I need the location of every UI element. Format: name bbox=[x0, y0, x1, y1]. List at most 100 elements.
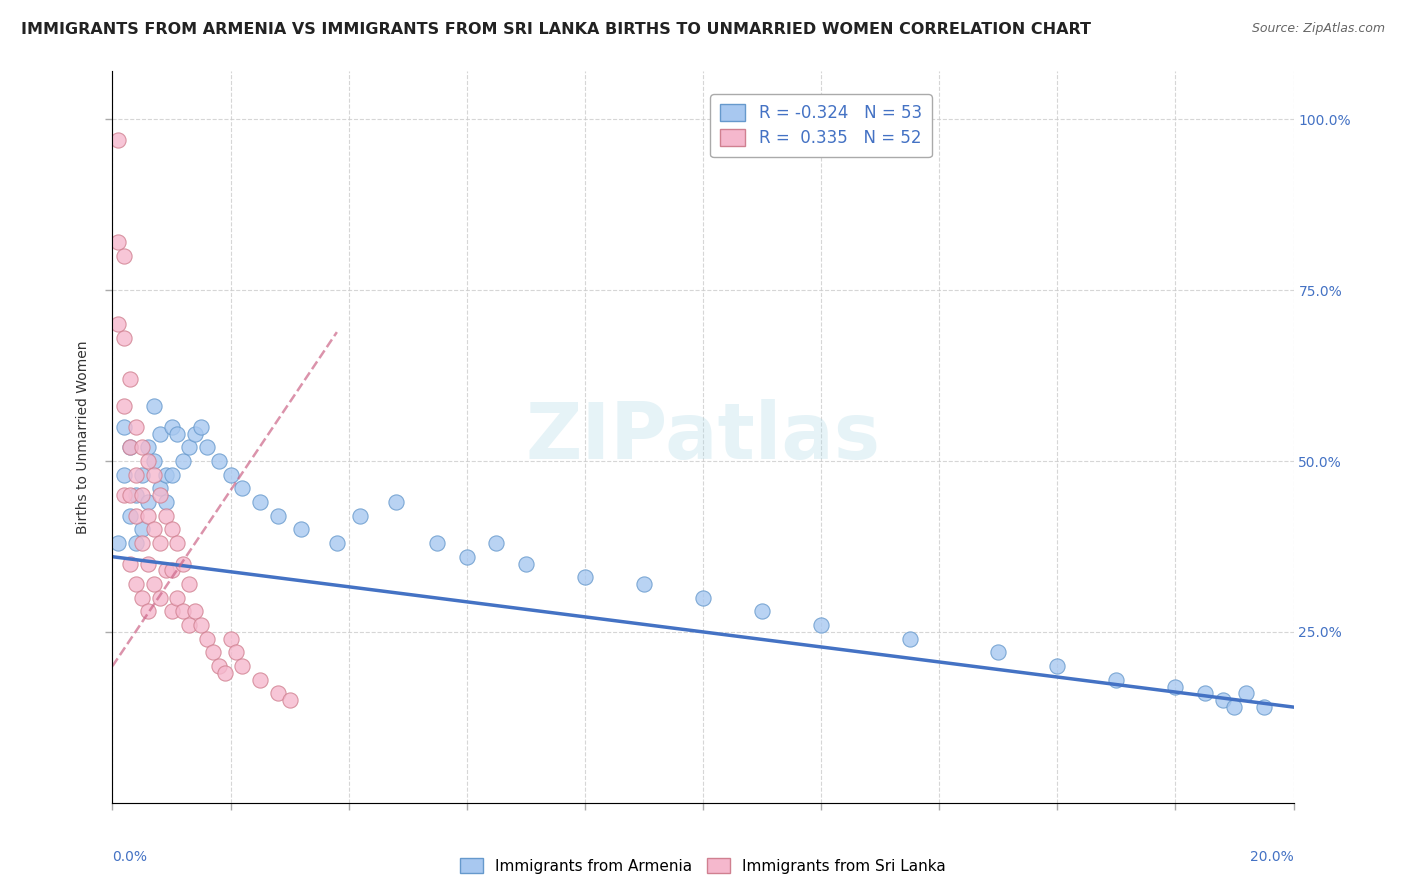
Point bbox=[692, 591, 714, 605]
Point bbox=[160, 467, 183, 482]
Point bbox=[231, 481, 253, 495]
Point bbox=[231, 659, 253, 673]
Point bbox=[219, 467, 242, 482]
Point bbox=[179, 618, 201, 632]
Point bbox=[190, 420, 212, 434]
Point bbox=[112, 331, 135, 345]
Point bbox=[201, 645, 224, 659]
Point bbox=[120, 440, 142, 454]
Point bbox=[142, 454, 165, 468]
Point bbox=[290, 522, 312, 536]
Point bbox=[155, 563, 177, 577]
Point bbox=[149, 426, 172, 441]
Point bbox=[987, 645, 1010, 659]
Point bbox=[149, 488, 172, 502]
Point bbox=[179, 577, 201, 591]
Point bbox=[166, 426, 188, 441]
Point bbox=[131, 591, 153, 605]
Point bbox=[112, 488, 135, 502]
Point bbox=[267, 508, 290, 523]
Point bbox=[574, 570, 596, 584]
Point bbox=[1212, 693, 1234, 707]
Point bbox=[160, 563, 183, 577]
Point bbox=[278, 693, 301, 707]
Point bbox=[131, 467, 153, 482]
Point bbox=[485, 536, 508, 550]
Point bbox=[172, 557, 194, 571]
Text: ZIPatlas: ZIPatlas bbox=[526, 399, 880, 475]
Point bbox=[125, 536, 148, 550]
Point bbox=[155, 467, 177, 482]
Point bbox=[131, 440, 153, 454]
Point bbox=[136, 440, 159, 454]
Point bbox=[131, 536, 153, 550]
Point bbox=[131, 522, 153, 536]
Point bbox=[107, 235, 129, 250]
Point bbox=[125, 467, 148, 482]
Point bbox=[112, 249, 135, 263]
Point bbox=[131, 488, 153, 502]
Point bbox=[160, 604, 183, 618]
Text: 20.0%: 20.0% bbox=[1250, 850, 1294, 864]
Legend: Immigrants from Armenia, Immigrants from Sri Lanka: Immigrants from Armenia, Immigrants from… bbox=[454, 852, 952, 880]
Point bbox=[898, 632, 921, 646]
Text: 0.0%: 0.0% bbox=[112, 850, 148, 864]
Point bbox=[142, 577, 165, 591]
Point bbox=[142, 467, 165, 482]
Point bbox=[179, 440, 201, 454]
Point bbox=[1194, 686, 1216, 700]
Legend: R = -0.324   N = 53, R =  0.335   N = 52: R = -0.324 N = 53, R = 0.335 N = 52 bbox=[710, 95, 932, 157]
Point bbox=[190, 618, 212, 632]
Point bbox=[166, 536, 188, 550]
Point bbox=[1164, 680, 1187, 694]
Point bbox=[751, 604, 773, 618]
Point bbox=[142, 522, 165, 536]
Point bbox=[107, 536, 129, 550]
Point bbox=[136, 495, 159, 509]
Point bbox=[515, 557, 537, 571]
Point bbox=[155, 508, 177, 523]
Point bbox=[1046, 659, 1069, 673]
Text: IMMIGRANTS FROM ARMENIA VS IMMIGRANTS FROM SRI LANKA BIRTHS TO UNMARRIED WOMEN C: IMMIGRANTS FROM ARMENIA VS IMMIGRANTS FR… bbox=[21, 22, 1091, 37]
Point bbox=[195, 440, 218, 454]
Point bbox=[120, 440, 142, 454]
Point bbox=[107, 318, 129, 332]
Point bbox=[112, 467, 135, 482]
Point bbox=[267, 686, 290, 700]
Point bbox=[184, 426, 207, 441]
Point bbox=[456, 549, 478, 564]
Point bbox=[149, 481, 172, 495]
Point bbox=[1253, 700, 1275, 714]
Point bbox=[112, 420, 135, 434]
Point bbox=[136, 557, 159, 571]
Point bbox=[426, 536, 449, 550]
Text: Source: ZipAtlas.com: Source: ZipAtlas.com bbox=[1251, 22, 1385, 36]
Point bbox=[125, 508, 148, 523]
Point bbox=[142, 400, 165, 414]
Point bbox=[120, 508, 142, 523]
Point bbox=[136, 454, 159, 468]
Point bbox=[208, 659, 231, 673]
Point bbox=[155, 495, 177, 509]
Point bbox=[1105, 673, 1128, 687]
Y-axis label: Births to Unmarried Women: Births to Unmarried Women bbox=[76, 341, 90, 533]
Point bbox=[172, 604, 194, 618]
Point bbox=[633, 577, 655, 591]
Point bbox=[160, 522, 183, 536]
Point bbox=[120, 488, 142, 502]
Point bbox=[149, 536, 172, 550]
Point bbox=[125, 420, 148, 434]
Point bbox=[249, 495, 271, 509]
Point bbox=[249, 673, 271, 687]
Point bbox=[136, 604, 159, 618]
Point bbox=[112, 400, 135, 414]
Point bbox=[810, 618, 832, 632]
Point bbox=[136, 508, 159, 523]
Point bbox=[125, 488, 148, 502]
Point bbox=[1234, 686, 1257, 700]
Point bbox=[120, 557, 142, 571]
Point bbox=[184, 604, 207, 618]
Point bbox=[160, 420, 183, 434]
Point bbox=[214, 665, 236, 680]
Point bbox=[149, 591, 172, 605]
